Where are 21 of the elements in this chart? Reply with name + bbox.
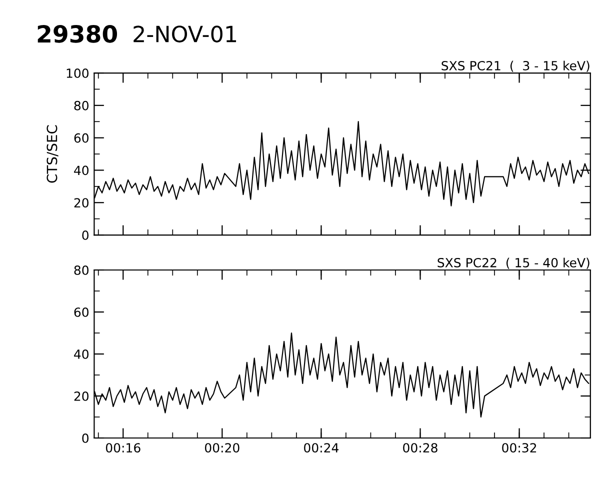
x-tick-label: 00:24 (304, 443, 339, 453)
y-tick-label: 100 (66, 68, 89, 78)
y-tick-label: 20 (74, 391, 89, 401)
y-tick-label: 80 (74, 265, 89, 275)
x-tick-label: 00:20 (204, 443, 240, 453)
y-tick-label: 20 (74, 198, 89, 208)
x-tick-label: 00:16 (106, 443, 140, 453)
y-tick-label: 0 (82, 433, 89, 443)
y-tick-label: 60 (74, 133, 89, 143)
y-tick-label: 60 (74, 307, 89, 317)
x-tick-label: 00:32 (502, 443, 536, 453)
y-tick-label: 40 (74, 349, 89, 359)
y-axis-title: CTS/SEC (46, 125, 58, 183)
x-tick-label: 00:28 (403, 443, 438, 453)
y-tick-label: 0 (82, 230, 89, 240)
y-tick-label: 40 (74, 166, 89, 176)
text: 29380 (38, 24, 118, 43)
y-tick-label: 80 (74, 100, 89, 110)
chart-title: SXS PC21 ( 3 - 15 keV) (442, 60, 590, 72)
chart-title: SXS PC22 ( 15 - 40 keV) (438, 258, 590, 269)
text: 2-NOV-01 (134, 26, 236, 42)
